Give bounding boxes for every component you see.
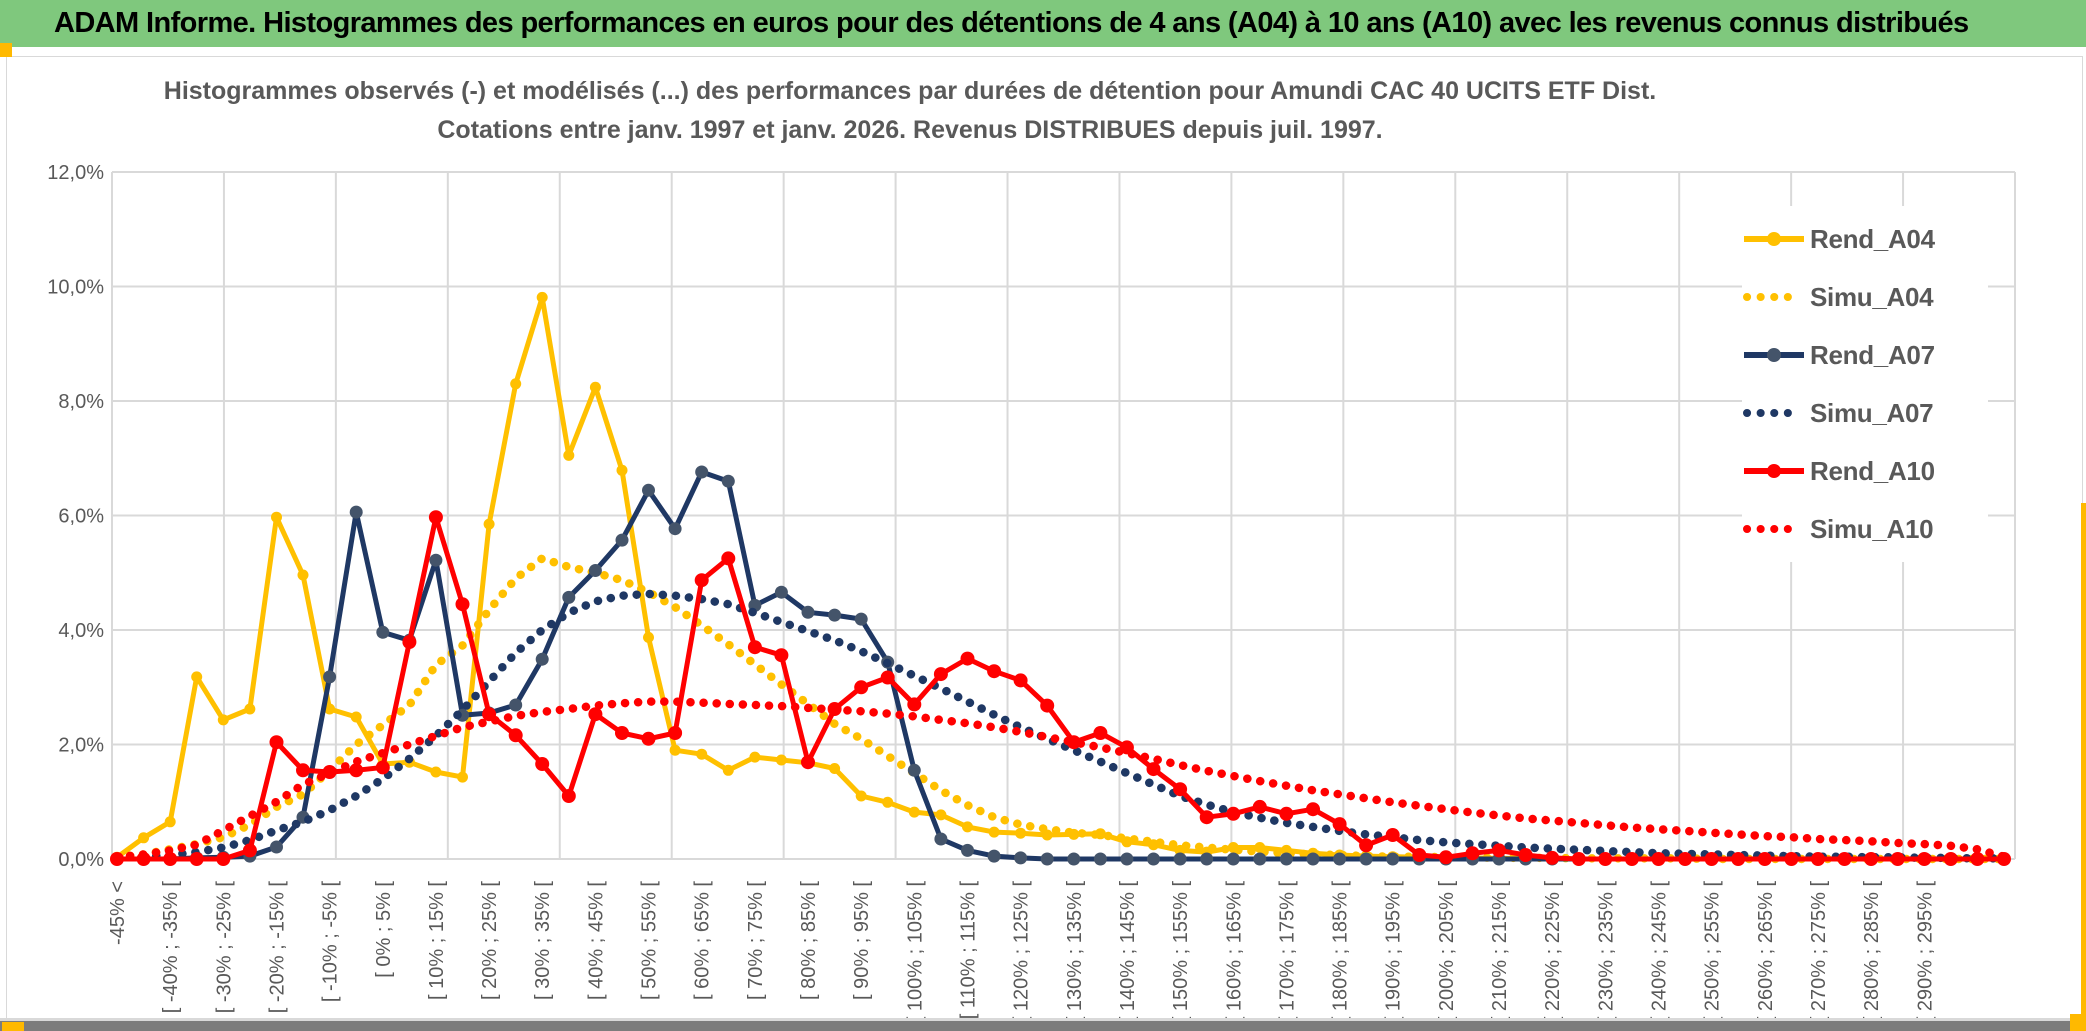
- svg-text:[ -20% ; -15% [: [ -20% ; -15% [: [266, 881, 288, 1014]
- legend-item-rend-a04[interactable]: Rend_A04: [1742, 210, 1988, 268]
- svg-text:[ 290% ; 295% [: [ 290% ; 295% [: [1914, 881, 1936, 1023]
- svg-text:[ 220% ; 225% [: [ 220% ; 225% [: [1542, 881, 1564, 1023]
- svg-text:[ 90% ; 95% [: [ 90% ; 95% [: [851, 881, 873, 1000]
- simu-a04-dotted-line-icon: [1742, 288, 1806, 306]
- legend-item-rend-a10[interactable]: Rend_A10: [1742, 442, 1988, 500]
- page-title: ADAM Informe. Histogrammes des performan…: [54, 7, 1969, 39]
- svg-text:[ 130% ; 135% [: [ 130% ; 135% [: [1064, 881, 1086, 1023]
- svg-text:[ 240% ; 245% [: [ 240% ; 245% [: [1648, 881, 1670, 1023]
- accent-bottom-right: [2070, 1014, 2086, 1031]
- svg-text:8,0%: 8,0%: [58, 391, 104, 413]
- legend-label: Rend_A07: [1810, 339, 1935, 370]
- svg-text:[ 170% ; 175% [: [ 170% ; 175% [: [1276, 881, 1298, 1023]
- chart-title-line2: Cotations entre janv. 1997 et janv. 2026…: [437, 116, 1383, 144]
- legend-item-rend-a07[interactable]: Rend_A07: [1742, 326, 1988, 384]
- svg-text:[ 50% ; 55% [: [ 50% ; 55% [: [639, 881, 661, 1000]
- performance-histogram-chart[interactable]: 12,0% 10,0% 8,0% 6,0% 4,0% 2,0% 0,0%-45% < [ -4…: [7, 57, 2086, 1031]
- svg-text:-45% <: -45% <: [107, 881, 129, 945]
- legend-label: Simu_A10: [1810, 513, 1934, 544]
- svg-text:[ 80% ; 85% [: [ 80% ; 85% [: [798, 881, 820, 1000]
- svg-text:[ 250% ; 255% [: [ 250% ; 255% [: [1702, 881, 1724, 1023]
- accent-top-left: [0, 43, 12, 57]
- svg-text:[ 270% ; 275% [: [ 270% ; 275% [: [1808, 881, 1830, 1023]
- header-bar: ADAM Informe. Histogrammes des performan…: [0, 0, 2086, 47]
- svg-text:10,0%: 10,0%: [47, 277, 104, 299]
- svg-text:[ 40% ; 45% [: [ 40% ; 45% [: [585, 881, 607, 1000]
- svg-text:[ -30% ; -25% [: [ -30% ; -25% [: [213, 881, 235, 1014]
- legend-label: Simu_A07: [1810, 397, 1934, 428]
- svg-text:[ 0% ; 5% [: [ 0% ; 5% [: [373, 881, 395, 978]
- svg-text:12,0%: 12,0%: [47, 162, 104, 184]
- simu-a07-dotted-line-icon: [1742, 404, 1806, 422]
- svg-text:[ 140% ; 145% [: [ 140% ; 145% [: [1117, 881, 1139, 1023]
- svg-text:[ 210% ; 215% [: [ 210% ; 215% [: [1489, 881, 1511, 1023]
- chart-frame[interactable]: 12,0% 10,0% 8,0% 6,0% 4,0% 2,0% 0,0% -45% < [ -4…: [6, 56, 2083, 1022]
- svg-text:[ 60% ; 65% [: [ 60% ; 65% [: [692, 881, 714, 1000]
- svg-text:[ 110% ; 115% [: [ 110% ; 115% [: [957, 881, 979, 1020]
- legend-item-simu-a04[interactable]: Simu_A04: [1742, 268, 1988, 326]
- rend-a07-line-icon: [1742, 346, 1806, 364]
- svg-text:[ 150% ; 155% [: [ 150% ; 155% [: [1170, 881, 1192, 1023]
- legend-label: Rend_A04: [1810, 223, 1935, 254]
- legend-label: Rend_A10: [1810, 455, 1935, 486]
- svg-text:0,0%: 0,0%: [58, 849, 104, 871]
- chart-legend[interactable]: Rend_A04 Simu_A04 Rend_A07 Simu_A07 Rend…: [1742, 206, 1988, 562]
- accent-bottom-left: [2, 1022, 24, 1031]
- svg-text:[ 200% ; 205% [: [ 200% ; 205% [: [1436, 881, 1458, 1023]
- svg-text:[ -10% ; -5% [: [ -10% ; -5% [: [320, 881, 342, 1003]
- status-bar: [0, 1021, 2086, 1031]
- svg-text:[ -40% ; -35% [: [ -40% ; -35% [: [160, 881, 182, 1014]
- svg-text:[ 10% ; 15% [: [ 10% ; 15% [: [426, 881, 448, 1000]
- legend-item-simu-a10[interactable]: Simu_A10: [1742, 500, 1988, 558]
- accent-right-strip: [2081, 503, 2086, 1021]
- svg-text:[ 30% ; 35% [: [ 30% ; 35% [: [532, 881, 554, 1000]
- rend-a04-line-icon: [1742, 230, 1806, 248]
- chart-title: Histogrammes observés (-) et modélisés (…: [105, 72, 1715, 150]
- svg-text:[ 120% ; 125% [: [ 120% ; 125% [: [1011, 881, 1033, 1023]
- svg-text:4,0%: 4,0%: [58, 620, 104, 642]
- svg-text:[ 230% ; 235% [: [ 230% ; 235% [: [1595, 881, 1617, 1023]
- svg-text:[ 260% ; 265% [: [ 260% ; 265% [: [1755, 881, 1777, 1023]
- svg-text:[ 180% ; 185% [: [ 180% ; 185% [: [1330, 881, 1352, 1023]
- svg-text:[ 160% ; 165% [: [ 160% ; 165% [: [1223, 881, 1245, 1023]
- svg-text:[ 70% ; 75% [: [ 70% ; 75% [: [745, 881, 767, 1000]
- svg-text:[ 20% ; 25% [: [ 20% ; 25% [: [479, 881, 501, 1000]
- simu-a10-dotted-line-icon: [1742, 520, 1806, 538]
- svg-text:6,0%: 6,0%: [58, 506, 104, 528]
- svg-text:[ 280% ; 285% [: [ 280% ; 285% [: [1861, 881, 1883, 1023]
- rend-a10-line-icon: [1742, 462, 1806, 480]
- chart-title-line1: Histogrammes observés (-) et modélisés (…: [163, 77, 1657, 105]
- legend-item-simu-a07[interactable]: Simu_A07: [1742, 384, 1988, 442]
- legend-label: Simu_A04: [1810, 281, 1934, 312]
- svg-text:[ 100% ; 105% [: [ 100% ; 105% [: [904, 881, 926, 1023]
- svg-text:[ 190% ; 195% [: [ 190% ; 195% [: [1383, 881, 1405, 1023]
- svg-text:2,0%: 2,0%: [58, 735, 104, 757]
- divider: [0, 1018, 2086, 1021]
